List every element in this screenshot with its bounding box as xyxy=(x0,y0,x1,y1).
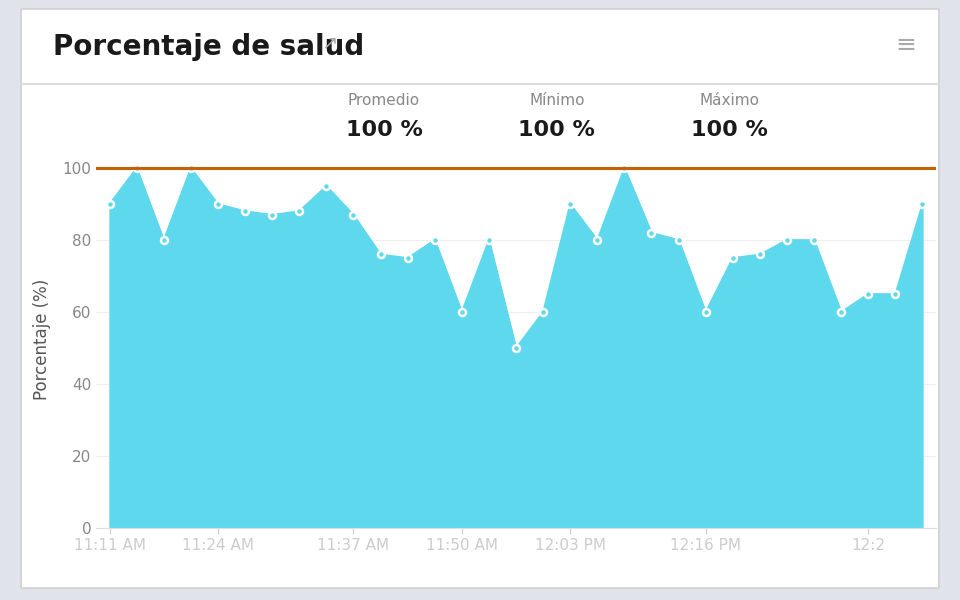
Text: Promedio: Promedio xyxy=(348,93,420,108)
Text: 100 %: 100 % xyxy=(518,120,595,140)
Text: ↗: ↗ xyxy=(322,34,338,53)
Text: 100 %: 100 % xyxy=(691,120,768,140)
Y-axis label: Porcentaje (%): Porcentaje (%) xyxy=(34,278,51,400)
Text: Mínimo: Mínimo xyxy=(529,93,585,108)
Text: 100 %: 100 % xyxy=(346,120,422,140)
Text: ≡: ≡ xyxy=(896,33,917,57)
Text: Porcentaje de salud: Porcentaje de salud xyxy=(53,33,364,61)
Text: Máximo: Máximo xyxy=(700,93,759,108)
